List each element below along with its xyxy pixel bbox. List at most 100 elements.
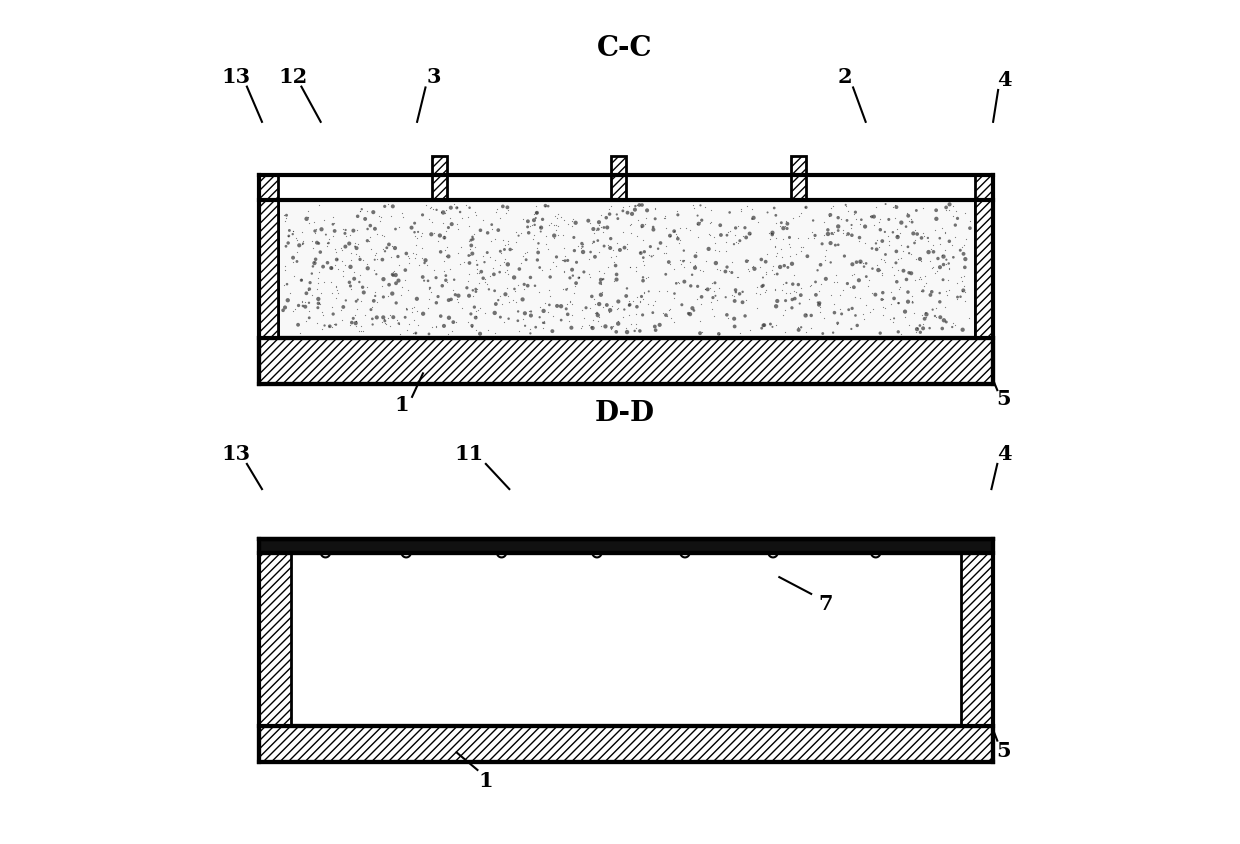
- Point: [701, 295, 720, 309]
- Point: [539, 283, 559, 296]
- Point: [660, 303, 680, 316]
- Point: [310, 246, 330, 259]
- Point: [373, 273, 393, 286]
- Point: [374, 312, 394, 326]
- Point: [596, 211, 616, 225]
- Point: [766, 208, 786, 222]
- Point: [382, 287, 402, 300]
- Point: [480, 269, 500, 283]
- Point: [459, 274, 479, 288]
- Point: [491, 311, 511, 324]
- Point: [926, 300, 946, 314]
- Point: [413, 241, 433, 255]
- Point: [277, 278, 296, 291]
- Point: [930, 286, 950, 300]
- Point: [321, 276, 341, 289]
- Point: [446, 201, 466, 214]
- Point: [498, 257, 518, 271]
- Point: [928, 252, 947, 265]
- Point: [433, 216, 453, 230]
- Point: [621, 218, 641, 231]
- Point: [887, 245, 906, 258]
- Point: [836, 199, 856, 213]
- Point: [796, 307, 816, 321]
- Point: [324, 211, 343, 225]
- Point: [875, 301, 895, 315]
- Point: [463, 230, 482, 244]
- Point: [583, 236, 603, 250]
- Point: [935, 243, 955, 257]
- Point: [670, 276, 689, 289]
- Point: [785, 292, 805, 306]
- Point: [357, 234, 377, 247]
- Point: [773, 283, 792, 296]
- Point: [373, 311, 393, 324]
- Point: [613, 204, 632, 218]
- Point: [378, 197, 398, 211]
- Point: [372, 229, 392, 242]
- Point: [650, 284, 670, 298]
- Point: [402, 306, 422, 319]
- Point: [583, 222, 603, 235]
- Point: [780, 241, 800, 254]
- Point: [358, 262, 378, 275]
- Point: [697, 255, 717, 268]
- Point: [340, 237, 360, 251]
- Point: [367, 227, 387, 241]
- Point: [915, 269, 935, 283]
- Point: [326, 318, 346, 332]
- Point: [796, 325, 816, 338]
- Point: [942, 320, 962, 333]
- Point: [879, 238, 899, 252]
- Point: [698, 283, 718, 296]
- Point: [412, 226, 432, 240]
- Point: [331, 241, 351, 255]
- Point: [347, 224, 367, 237]
- Point: [616, 237, 636, 251]
- Point: [445, 288, 465, 301]
- Point: [728, 271, 748, 284]
- Point: [801, 309, 821, 322]
- Point: [444, 273, 464, 286]
- Point: [960, 221, 980, 235]
- Point: [485, 253, 505, 267]
- Point: [862, 210, 882, 224]
- Point: [436, 269, 456, 283]
- Point: [283, 224, 303, 237]
- Point: [753, 279, 773, 292]
- Point: [345, 272, 365, 285]
- Point: [412, 252, 432, 265]
- Point: [515, 246, 534, 260]
- Point: [920, 322, 940, 335]
- Point: [670, 236, 689, 250]
- Point: [527, 253, 547, 267]
- Point: [490, 257, 510, 271]
- Point: [343, 224, 363, 237]
- Point: [386, 222, 405, 235]
- Point: [761, 226, 781, 240]
- Point: [668, 208, 688, 222]
- Point: [465, 300, 485, 314]
- Point: [322, 286, 342, 300]
- Point: [616, 322, 636, 335]
- Point: [836, 198, 856, 212]
- Point: [796, 309, 816, 322]
- Point: [392, 206, 412, 219]
- Point: [893, 245, 913, 258]
- Point: [632, 308, 652, 322]
- Point: [389, 219, 409, 233]
- Point: [759, 226, 779, 240]
- Point: [936, 203, 956, 217]
- Point: [518, 226, 538, 240]
- Point: [810, 300, 830, 314]
- Point: [376, 316, 396, 330]
- Point: [899, 318, 919, 332]
- Point: [321, 262, 341, 275]
- Point: [883, 225, 903, 239]
- Point: [737, 254, 756, 268]
- Point: [888, 263, 908, 277]
- Bar: [611, 156, 626, 200]
- Point: [903, 295, 923, 308]
- Point: [331, 254, 351, 268]
- Point: [776, 276, 796, 289]
